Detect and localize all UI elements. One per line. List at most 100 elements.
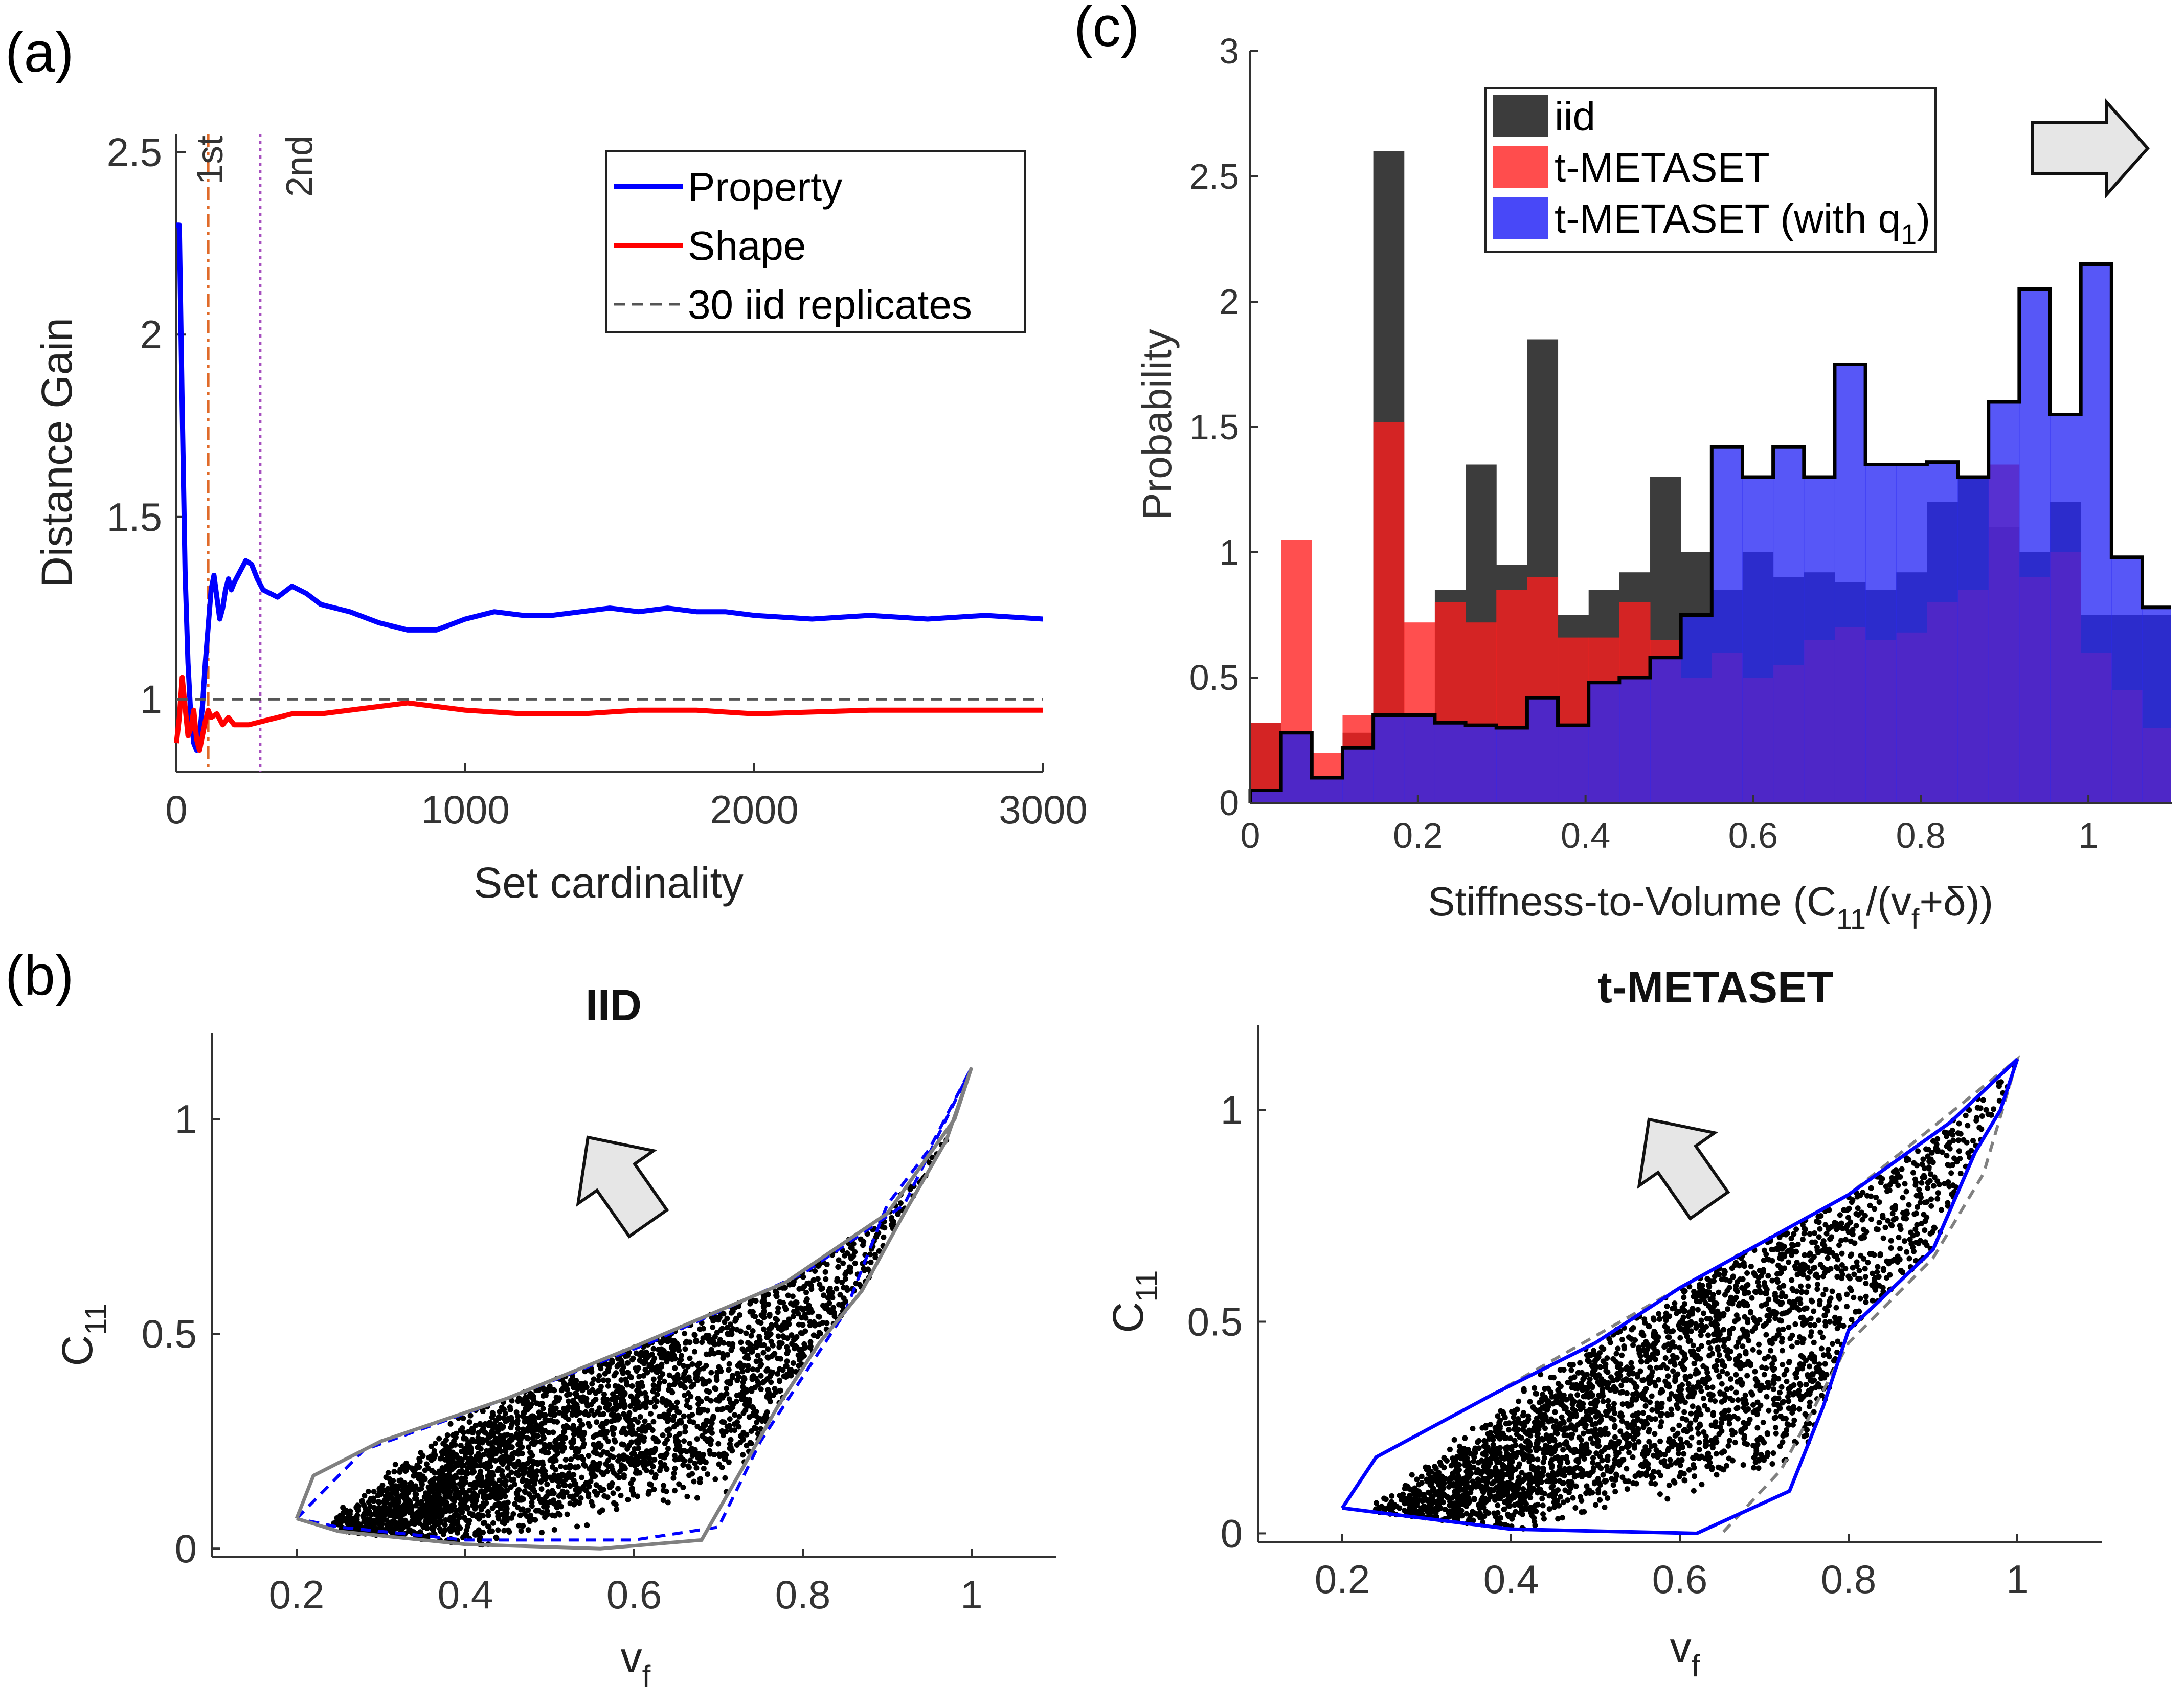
b-tmetaset-point (1492, 1511, 1498, 1517)
b-tmetaset-point (1614, 1472, 1620, 1478)
b-iid-point (444, 1488, 451, 1494)
b-iid-point (659, 1396, 665, 1402)
b-iid-point (402, 1517, 408, 1523)
b-iid-point (496, 1516, 502, 1522)
b-iid-point (660, 1371, 666, 1377)
b-iid-point (575, 1464, 581, 1470)
b-iid-point (765, 1387, 771, 1393)
b-iid-point (527, 1469, 533, 1475)
b-iid-xtick-label: 1 (960, 1572, 982, 1617)
b-tmetaset-point (1602, 1490, 1608, 1496)
b-iid-point (506, 1529, 512, 1535)
b-iid-point (445, 1494, 451, 1500)
b-iid-point (609, 1464, 615, 1470)
b-iid-point (646, 1488, 652, 1494)
b-tmetaset-point (1875, 1226, 1881, 1232)
b-iid-point (761, 1379, 767, 1385)
b-tmetaset-point (1544, 1478, 1550, 1484)
b-iid-plot (295, 1066, 974, 1551)
b-iid-point (633, 1402, 639, 1408)
b-iid-point (551, 1527, 557, 1533)
b-iid-point (575, 1454, 581, 1461)
b-iid-point (702, 1435, 708, 1442)
c-bar-tmetaset-q1 (2050, 414, 2081, 803)
b-tmetaset-point (1996, 1080, 2002, 1086)
b-iid-point (673, 1433, 680, 1440)
b-iid-point (619, 1359, 625, 1365)
b-tmetaset-point (1752, 1369, 1758, 1375)
b-iid-point (650, 1382, 657, 1388)
b-tmetaset-point (1705, 1332, 1712, 1338)
b-iid-point (720, 1351, 726, 1357)
b-tmetaset-point (1543, 1432, 1549, 1439)
b-iid-point (676, 1348, 682, 1354)
b-iid-point (475, 1512, 481, 1518)
b-iid-point (641, 1373, 647, 1379)
b-tmetaset-point (1755, 1279, 1761, 1285)
b-iid-point (551, 1497, 557, 1504)
b-iid-point (674, 1399, 680, 1405)
b-iid-point (466, 1488, 472, 1494)
b-iid-point (621, 1472, 627, 1478)
b-iid-point (515, 1451, 522, 1457)
b-iid-point (674, 1376, 680, 1382)
b-iid-point (848, 1253, 854, 1260)
b-iid-point (907, 1186, 913, 1192)
b-iid-point (619, 1465, 625, 1471)
b-iid-point (677, 1443, 683, 1449)
b-iid-point (658, 1355, 664, 1361)
b-iid-point (764, 1409, 770, 1415)
b-tmetaset-point (1475, 1460, 1481, 1466)
b-tmetaset-point (1946, 1183, 1952, 1190)
b-tmetaset-point (1811, 1339, 1817, 1345)
b-iid-point (784, 1358, 790, 1364)
b-tmetaset-point (1807, 1322, 1813, 1328)
b-tmetaset-point (1833, 1264, 1839, 1270)
b-iid-point (440, 1473, 446, 1479)
b-tmetaset-point (1725, 1443, 1731, 1449)
b-iid-point (794, 1299, 800, 1306)
b-tmetaset-point (1882, 1224, 1888, 1230)
b-iid-point (478, 1468, 484, 1474)
b-iid-point (648, 1399, 654, 1405)
b-iid-point (429, 1525, 435, 1531)
b-tmetaset-point (1708, 1321, 1715, 1327)
b-iid-point (800, 1274, 806, 1280)
b-iid-point (599, 1469, 605, 1475)
b-tmetaset-point (1692, 1473, 1698, 1479)
c-bar-tmetaset-q1 (1650, 657, 1681, 803)
c-bar-tmetaset-q1 (1865, 464, 1897, 803)
b-iid-point (753, 1426, 759, 1432)
b-tmetaset-point (1778, 1339, 1785, 1345)
b-iid-point (839, 1280, 845, 1286)
b-iid-point (409, 1465, 415, 1471)
b-tmetaset-point (1892, 1256, 1898, 1262)
b-iid-point (708, 1370, 714, 1376)
c-xtick-label: 0.4 (1561, 816, 1610, 856)
c-legend: iid t-METASET t-METASET (with q1) (1484, 87, 1937, 253)
panel-label-b: (b) (5, 944, 74, 1007)
b-iid-xtick-label: 0.6 (606, 1572, 662, 1617)
b-iid-point (671, 1424, 678, 1430)
b-iid-point (732, 1412, 738, 1418)
b-iid-point (413, 1483, 419, 1489)
b-iid-point (393, 1514, 399, 1520)
b-iid-point (578, 1495, 584, 1501)
b-iid-point (598, 1443, 604, 1449)
b-tmetaset-point (1880, 1267, 1886, 1273)
b-iid-point (526, 1394, 532, 1400)
b-iid-point (487, 1529, 493, 1535)
c-xtick-label: 0.2 (1393, 816, 1443, 856)
c-ytick-label: 2.5 (1189, 156, 1239, 196)
b-iid-point (668, 1402, 674, 1408)
b-iid-point (571, 1472, 577, 1478)
b-iid-point (710, 1414, 716, 1420)
b-iid-point (802, 1344, 808, 1351)
b-iid-point (739, 1384, 746, 1390)
b-iid-point (365, 1488, 371, 1494)
b-iid-point (647, 1460, 654, 1466)
b-iid-point (802, 1311, 808, 1317)
b-tmetaset-point (1600, 1472, 1606, 1478)
b-iid-point (504, 1506, 510, 1512)
b-iid-point (799, 1285, 805, 1291)
